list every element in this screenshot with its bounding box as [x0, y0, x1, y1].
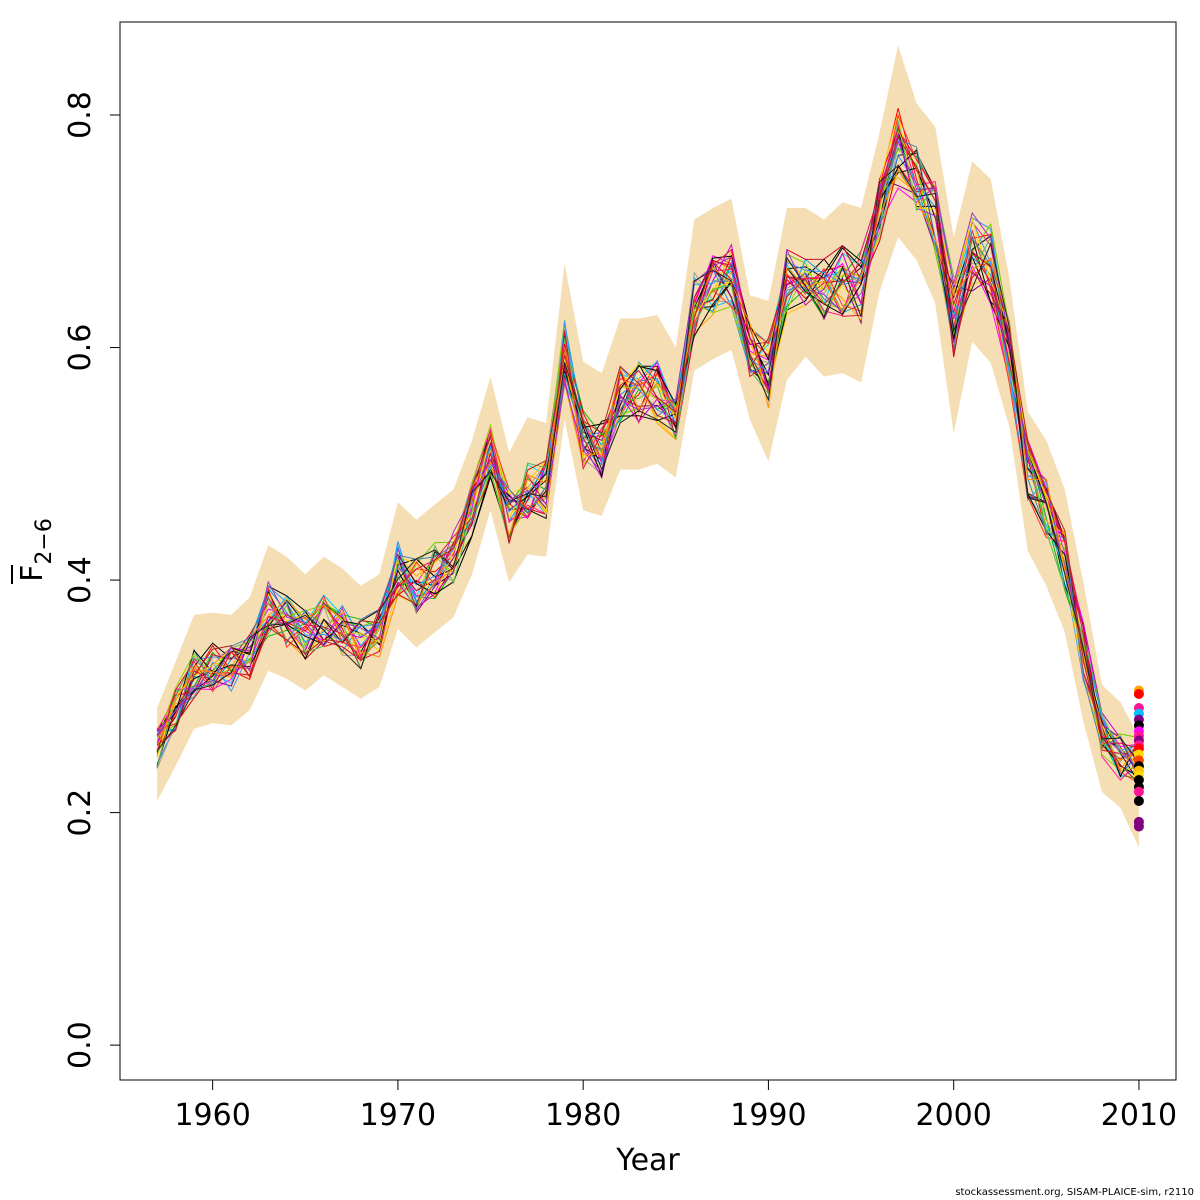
- simulation-lines: [156, 107, 1140, 784]
- simulation-line-28: [156, 169, 1140, 771]
- confidence-band: [157, 45, 1139, 848]
- simulation-line-30: [156, 135, 1140, 784]
- plot-frame: [119, 21, 1177, 1081]
- simulation-line-16: [156, 167, 1140, 778]
- x-axis: 1960 1970 1980 1990 2000 2010: [174, 1080, 1177, 1133]
- y-axis-label-subscript: 2−6: [32, 518, 57, 564]
- y-axis-label: F2−6: [11, 518, 57, 584]
- simulation-line-24: [156, 120, 1140, 768]
- credit-text: stockassessment.org, SISAM-PLAICE-sim, r…: [955, 1187, 1194, 1198]
- y-axis: 0.0 0.2 0.4 0.6 0.8: [63, 91, 120, 1069]
- end-point-17: [1133, 775, 1144, 785]
- end-point-22: [1133, 821, 1144, 832]
- simulation-line-9: [156, 129, 1140, 783]
- simulation-line-6: [156, 185, 1139, 748]
- x-axis-label: Year: [615, 1143, 680, 1178]
- end-point-2: [1133, 689, 1144, 699]
- y-axis-label-main: F: [15, 565, 50, 582]
- y-tick-label-0.6: 0.6: [63, 324, 98, 372]
- svg-text:F2−6: F2−6: [15, 518, 57, 582]
- x-tick-label-1970: 1970: [360, 1098, 436, 1133]
- simulation-line-17: [156, 128, 1139, 768]
- y-tick-label-0.4: 0.4: [63, 556, 98, 604]
- x-tick-label-1980: 1980: [545, 1098, 621, 1133]
- x-tick-label-2000: 2000: [916, 1098, 992, 1133]
- x-tick-label-1960: 1960: [174, 1098, 250, 1133]
- x-tick-label-2010: 2010: [1101, 1098, 1177, 1133]
- end-points: [1133, 685, 1144, 832]
- y-tick-label-0.2: 0.2: [63, 789, 98, 837]
- y-tick-label-0.0: 0.0: [63, 1021, 98, 1069]
- simulation-line-23: [156, 113, 1140, 784]
- end-point-19: [1133, 786, 1144, 797]
- simulation-line-26: [156, 126, 1140, 753]
- simulation-line-29: [156, 164, 1140, 763]
- end-point-20: [1133, 796, 1144, 806]
- x-tick-label-1990: 1990: [730, 1098, 806, 1133]
- y-tick-label-0.8: 0.8: [63, 91, 98, 139]
